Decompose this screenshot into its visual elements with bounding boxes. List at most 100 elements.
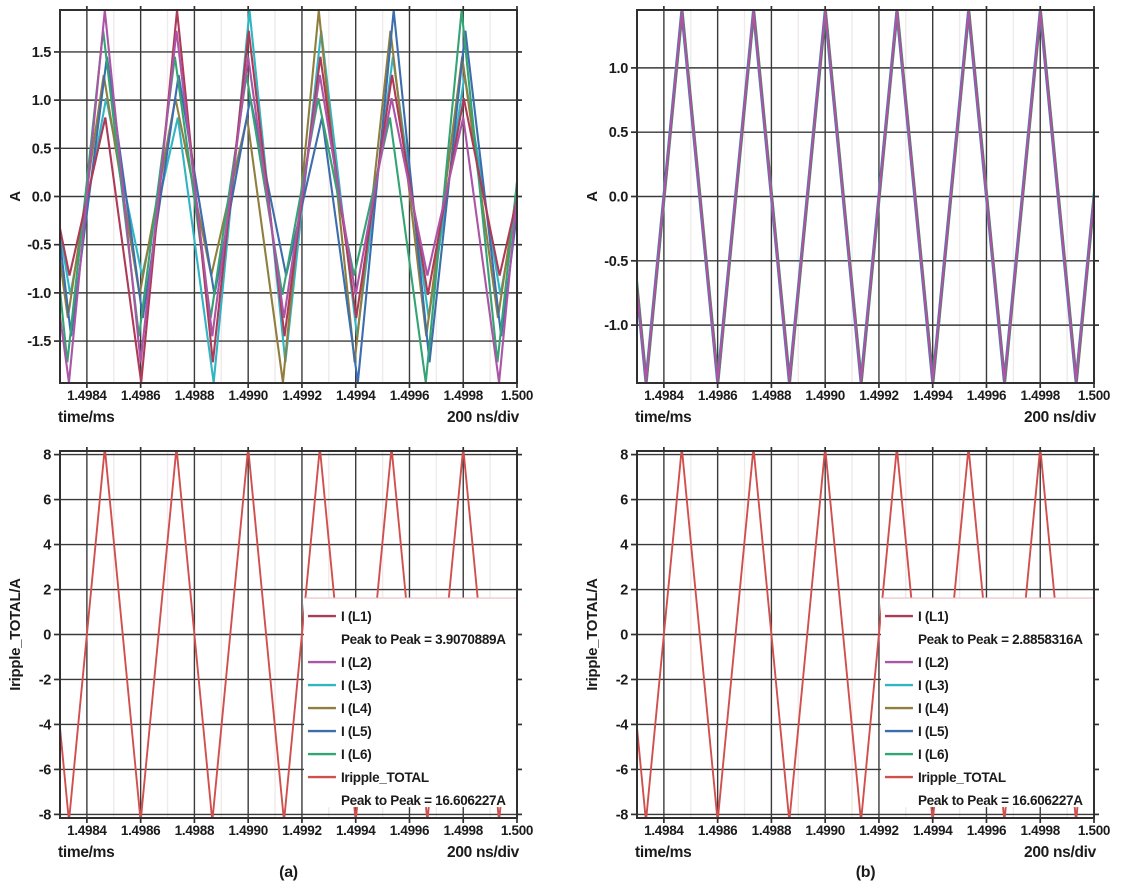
legend-label: I (L2) (341, 655, 371, 670)
x-tick-label: 1.4988 (752, 823, 792, 838)
y-tick-label: -8 (39, 807, 52, 823)
legend-label: I (L1) (341, 609, 371, 624)
y-tick-label: 6 (43, 493, 51, 509)
x-axis-time-label: time/ms (635, 844, 691, 861)
legend-label: I (L5) (918, 724, 948, 739)
y-axis-label: Iripple_TOTAL/A (7, 578, 24, 691)
legend-label: I (L6) (918, 747, 948, 762)
x-tick-label: 1.4998 (1020, 388, 1060, 403)
y-tick-label: -1.0 (604, 318, 628, 334)
y-tick-label: 8 (43, 448, 51, 464)
x-tick-label: 1.4984 (644, 823, 684, 838)
y-tick-label: -1.5 (27, 334, 51, 350)
legend-box (303, 598, 516, 808)
x-tick-label: 1.500 (1078, 823, 1110, 838)
y-tick-label: -4 (616, 717, 629, 733)
y-tick-label: -0.5 (604, 254, 628, 270)
y-tick-label: 8 (620, 448, 628, 464)
x-tick-label: 1.4986 (121, 823, 161, 838)
x-tick-label: 1.4986 (121, 388, 161, 403)
y-tick-label: 0.0 (32, 190, 51, 206)
plot-bottom-right: I (L1) Peak to Peak = 2.8858316A I (L2) I (… (567, 430, 1134, 893)
y-tick-label: -2 (39, 672, 52, 688)
legend-box (880, 598, 1093, 808)
plot-background (0, 0, 567, 430)
x-tick-label: 1.4986 (698, 823, 738, 838)
x-tick-label: 1.4990 (228, 823, 268, 838)
x-axis-time-label: time/ms (635, 409, 691, 426)
x-tick-label: 1.4984 (67, 388, 107, 403)
legend-label: Iripple_TOTAL (918, 770, 1006, 785)
x-tick-label: 1.4990 (805, 823, 845, 838)
y-tick-label: 0.5 (32, 141, 51, 157)
x-tick-label: 1.4984 (67, 823, 107, 838)
x-tick-label: 1.4992 (859, 823, 899, 838)
plot-background (567, 0, 1134, 430)
series-I-L6--line (60, 10, 517, 383)
x-tick-label: 1.500 (501, 823, 533, 838)
plot-top-right: 1.4984 1.4986 1.4988 1.4990 1.4992 1.4994 1.49… (567, 0, 1134, 430)
x-axis-div-label: 200 ns/div (1024, 409, 1097, 426)
x-tick-label: 1.500 (501, 388, 533, 403)
y-tick-label: -6 (39, 762, 52, 778)
y-tick-label: 4 (43, 538, 51, 554)
x-tick-label: 1.4992 (859, 388, 899, 403)
y-tick-label: -1.0 (27, 286, 51, 302)
x-tick-label: 1.4984 (644, 388, 684, 403)
x-tick-label: 1.500 (1078, 388, 1110, 403)
y-tick-label: -4 (39, 717, 52, 733)
x-tick-label: 1.4986 (698, 388, 738, 403)
y-axis-label: Iripple_TOTAL/A (584, 578, 601, 691)
y-tick-label: -6 (616, 762, 629, 778)
legend-label: I (L1) (918, 609, 948, 624)
x-tick-label: 1.4994 (913, 388, 953, 403)
x-tick-label: 1.4996 (390, 388, 430, 403)
y-tick-label: -2 (616, 672, 629, 688)
y-tick-label: 0 (43, 628, 51, 644)
x-tick-label: 1.4996 (967, 823, 1007, 838)
x-tick-label: 1.4990 (805, 388, 845, 403)
x-axis-time-label: time/ms (58, 844, 114, 861)
x-tick-label: 1.4998 (443, 388, 483, 403)
legend-peak-label: Peak to Peak = 2.8858316A (918, 632, 1083, 647)
x-axis-time-label: time/ms (58, 409, 114, 426)
y-tick-label: 1.0 (609, 61, 628, 77)
plot-top-left: 1.4984 1.4986 1.4988 1.4990 1.4992 1.4994 1.49… (0, 0, 567, 430)
x-tick-label: 1.4988 (175, 388, 215, 403)
series-I-L1--line (60, 10, 517, 383)
x-tick-label: 1.4992 (282, 823, 322, 838)
x-tick-label: 1.4998 (443, 823, 483, 838)
legend-label: I (L4) (341, 701, 371, 716)
legend-label: I (L4) (918, 701, 948, 716)
x-tick-label: 1.4998 (1020, 823, 1060, 838)
y-tick-label: -0.5 (27, 238, 51, 254)
x-tick-label: 1.4994 (336, 823, 376, 838)
y-tick-label: 6 (620, 493, 628, 509)
legend-label: I (L3) (918, 678, 948, 693)
series-I-L5--line (60, 10, 517, 383)
caption-b: (b) (856, 864, 876, 881)
y-axis-label: A (7, 191, 24, 202)
x-axis-div-label: 200 ns/div (447, 409, 520, 426)
x-tick-label: 1.4996 (967, 388, 1007, 403)
x-tick-label: 1.4994 (913, 823, 953, 838)
x-tick-label: 1.4988 (175, 823, 215, 838)
y-tick-label: 0.0 (609, 190, 628, 206)
x-axis-div-label: 200 ns/div (1024, 844, 1097, 861)
legend-label: I (L2) (918, 655, 948, 670)
legend-label: I (L6) (341, 747, 371, 762)
y-tick-label: 0.5 (609, 125, 628, 141)
y-tick-label: 4 (620, 538, 628, 554)
legend-label: Iripple_TOTAL (341, 770, 429, 785)
y-tick-label: 1.5 (32, 45, 51, 61)
plot-bottom-left: I (L1) Peak to Peak = 3.9070889A I (L2) I (… (0, 430, 567, 893)
y-tick-label: 2 (620, 583, 628, 599)
x-tick-label: 1.4992 (282, 388, 322, 403)
legend-peak-label: Peak to Peak = 16.606227A (341, 793, 506, 808)
y-tick-label: -8 (616, 807, 629, 823)
y-tick-label: 2 (43, 583, 51, 599)
x-tick-label: 1.4988 (752, 388, 792, 403)
y-tick-label: 0 (620, 628, 628, 644)
x-tick-label: 1.4996 (390, 823, 430, 838)
